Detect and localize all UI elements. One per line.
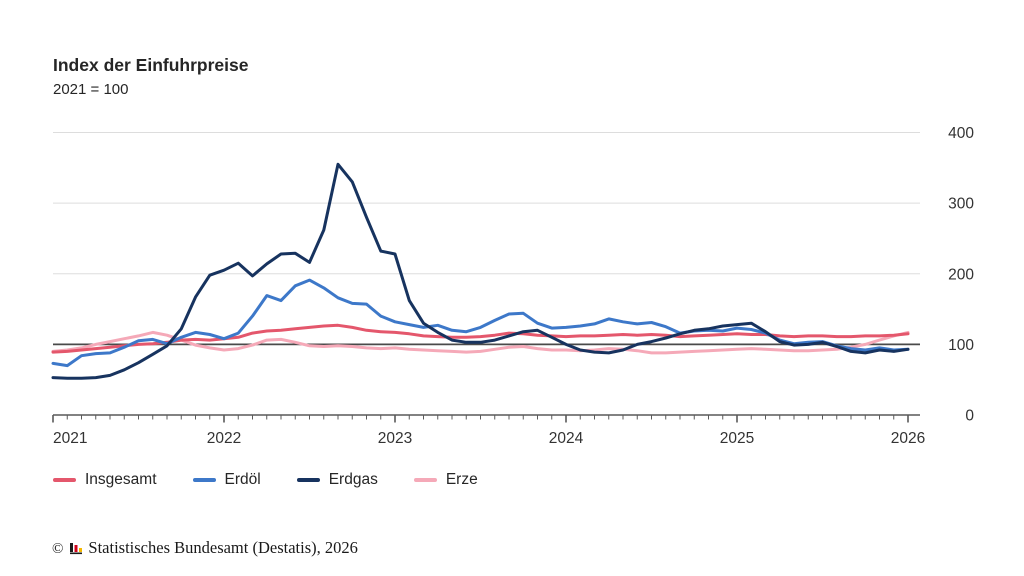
series-line-erdgas <box>51 162 910 380</box>
legend-label: Erze <box>445 471 478 488</box>
x-tick-label-2025: 2025 <box>720 430 754 447</box>
y-tick-label-0: 0 <box>965 408 974 425</box>
legend-swatch-icon <box>413 478 437 482</box>
copyright-symbol: © <box>52 540 64 557</box>
logo-bar-1 <box>74 544 78 552</box>
series-line-erze <box>51 330 910 355</box>
x-tick-label-2026: 2026 <box>891 430 925 447</box>
legend-swatch-icon <box>192 478 216 482</box>
legend-item-erdgas: Erdgas <box>296 471 378 489</box>
chart-legend: Insgesamt Erdöl Erdgas Erze <box>53 471 478 489</box>
source-note: © Statistisches Bundesamt (Destatis), 20… <box>52 538 358 558</box>
legend-swatch-icon <box>53 478 76 482</box>
legend-item-insgesamt: Insgesamt <box>53 471 157 489</box>
legend-item-erdöl: Erdöl <box>192 471 261 489</box>
y-tick-label-300: 300 <box>948 196 974 213</box>
legend-label: Insgesamt <box>85 471 157 488</box>
logo-baseline <box>70 552 83 554</box>
line-chart: 0 100 200 300 400 2021 2022 2023 2024 2025 2026 <box>51 125 974 447</box>
legend-label: Erdgas <box>328 471 378 488</box>
legend-swatch-icon <box>296 478 320 482</box>
x-tick-label-2022: 2022 <box>207 430 241 447</box>
page-title: Index der Einfuhrpreise <box>53 55 249 75</box>
y-tick-label-200: 200 <box>948 266 974 283</box>
logo-bar-2 <box>79 547 83 552</box>
x-tick-label-2024: 2024 <box>549 430 584 447</box>
page-subtitle: 2021 = 100 <box>53 81 129 98</box>
x-tick-label-2023: 2023 <box>378 430 412 447</box>
y-tick-label-400: 400 <box>948 125 974 142</box>
y-tick-label-100: 100 <box>948 337 974 354</box>
legend-item-erze: Erze <box>413 471 478 489</box>
x-tick-label-2021: 2021 <box>53 430 87 447</box>
source-text: Statistisches Bundesamt (Destatis), 2026 <box>88 538 358 557</box>
destatis-logo-icon <box>70 542 83 554</box>
legend-label: Erdöl <box>224 471 261 488</box>
logo-bar-0 <box>70 542 74 552</box>
